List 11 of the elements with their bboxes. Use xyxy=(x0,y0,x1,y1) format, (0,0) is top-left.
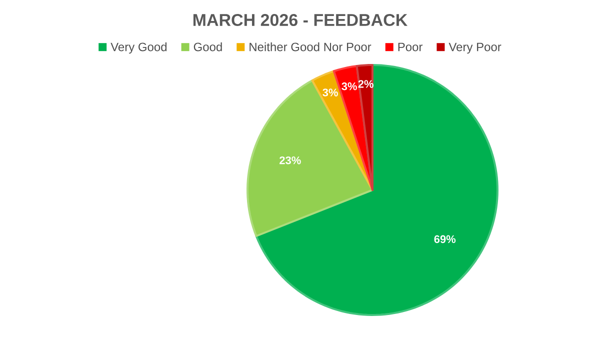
legend-label: Good xyxy=(194,42,222,52)
data-label: 69% xyxy=(434,235,456,244)
legend-label: Very Good xyxy=(110,42,167,54)
chart-title: MARCH 2026 - FEEDBACK xyxy=(193,14,408,26)
legend-label: Very Poor xyxy=(448,42,502,54)
data-label: 2% xyxy=(358,80,374,88)
data-label: 23% xyxy=(280,156,301,164)
legend-label: Poor xyxy=(398,42,423,52)
data-label: 3% xyxy=(342,82,357,90)
data-label: 3% xyxy=(322,88,338,96)
legend-label: Neither Good Nor Poor xyxy=(250,42,372,52)
